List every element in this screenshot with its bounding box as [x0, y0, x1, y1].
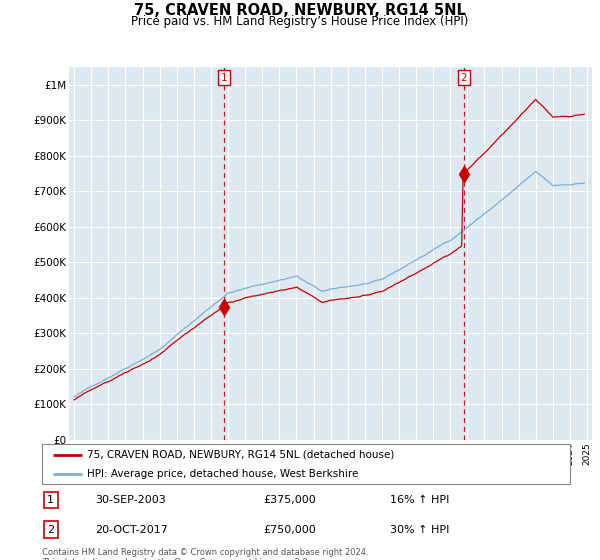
- Text: 1: 1: [47, 495, 54, 505]
- Text: 20-OCT-2017: 20-OCT-2017: [95, 525, 167, 535]
- Text: 75, CRAVEN ROAD, NEWBURY, RG14 5NL (detached house): 75, CRAVEN ROAD, NEWBURY, RG14 5NL (deta…: [87, 450, 394, 460]
- Text: Contains HM Land Registry data © Crown copyright and database right 2024.
This d: Contains HM Land Registry data © Crown c…: [42, 548, 368, 560]
- Text: 16% ↑ HPI: 16% ↑ HPI: [391, 495, 450, 505]
- Text: £375,000: £375,000: [264, 495, 317, 505]
- Text: 75, CRAVEN ROAD, NEWBURY, RG14 5NL: 75, CRAVEN ROAD, NEWBURY, RG14 5NL: [134, 3, 466, 18]
- Text: HPI: Average price, detached house, West Berkshire: HPI: Average price, detached house, West…: [87, 469, 358, 478]
- FancyBboxPatch shape: [42, 444, 570, 484]
- Text: 2: 2: [47, 525, 55, 535]
- Text: Price paid vs. HM Land Registry’s House Price Index (HPI): Price paid vs. HM Land Registry’s House …: [131, 15, 469, 28]
- Text: 2: 2: [460, 73, 467, 83]
- Text: 30-SEP-2003: 30-SEP-2003: [95, 495, 166, 505]
- Text: £750,000: £750,000: [264, 525, 317, 535]
- Text: 1: 1: [220, 73, 227, 83]
- Text: 30% ↑ HPI: 30% ↑ HPI: [391, 525, 450, 535]
